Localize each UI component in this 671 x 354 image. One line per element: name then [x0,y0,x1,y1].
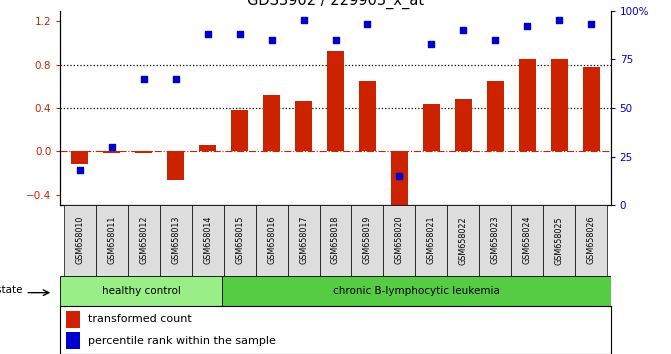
Text: GSM658023: GSM658023 [491,216,500,264]
Bar [384,205,415,276]
Point [362,22,373,27]
Text: GSM658012: GSM658012 [139,216,148,264]
Point [74,167,85,173]
Point [394,173,405,179]
Text: GSM658014: GSM658014 [203,216,212,264]
Bar [582,67,601,151]
Bar [423,104,440,151]
Title: GDS3902 / 229903_x_at: GDS3902 / 229903_x_at [247,0,424,9]
Bar [70,151,89,164]
Bar [544,205,576,276]
Text: transformed count: transformed count [88,314,192,324]
Text: GSM658020: GSM658020 [395,216,404,264]
Point [522,23,533,29]
Text: GSM658017: GSM658017 [299,216,308,264]
Point [106,144,117,150]
Point [458,27,469,33]
Point [490,37,501,43]
Point [234,31,245,37]
Text: GSM658016: GSM658016 [267,216,276,264]
Bar [519,59,536,151]
Text: GSM658015: GSM658015 [235,216,244,264]
Bar [551,59,568,151]
Text: GSM658019: GSM658019 [363,216,372,264]
Point [330,37,341,43]
Text: GSM658018: GSM658018 [331,216,340,264]
Point [298,18,309,23]
Point [426,41,437,46]
Bar [66,332,80,349]
Text: GSM658010: GSM658010 [75,216,84,264]
Point [170,76,181,81]
Bar [327,51,344,151]
Bar [359,81,376,151]
Bar [319,205,352,276]
Bar [486,81,504,151]
Bar [511,205,544,276]
Bar [455,99,472,151]
Bar [222,276,611,306]
Bar [167,151,185,181]
Bar [448,205,480,276]
Bar [66,311,80,328]
Text: healthy control: healthy control [102,286,180,296]
Point [586,22,597,27]
Text: GSM658021: GSM658021 [427,216,436,264]
Point [202,31,213,37]
Bar [295,102,312,151]
Text: disease state: disease state [0,285,23,295]
Text: chronic B-lymphocytic leukemia: chronic B-lymphocytic leukemia [333,286,500,296]
Bar [160,205,191,276]
Bar [127,205,160,276]
Bar [135,151,152,153]
Text: GSM658022: GSM658022 [459,216,468,264]
Bar [576,205,607,276]
Bar [191,205,223,276]
Text: GSM658024: GSM658024 [523,216,532,264]
Bar [199,145,216,151]
Point [554,18,565,23]
Point [138,76,149,81]
Bar [263,95,280,151]
Bar [480,205,511,276]
Bar [60,276,222,306]
Bar [415,205,448,276]
Bar [223,205,256,276]
Text: GSM658011: GSM658011 [107,216,116,264]
Text: GSM658025: GSM658025 [555,216,564,264]
Bar [256,205,287,276]
Bar [352,205,384,276]
Point [266,37,277,43]
Text: percentile rank within the sample: percentile rank within the sample [88,336,276,346]
Text: GSM658026: GSM658026 [587,216,596,264]
Text: GSM658013: GSM658013 [171,216,180,264]
Bar [64,205,95,276]
Bar [95,205,127,276]
Bar [231,110,248,151]
Bar [103,151,120,153]
Bar [391,151,408,211]
Bar [287,205,319,276]
